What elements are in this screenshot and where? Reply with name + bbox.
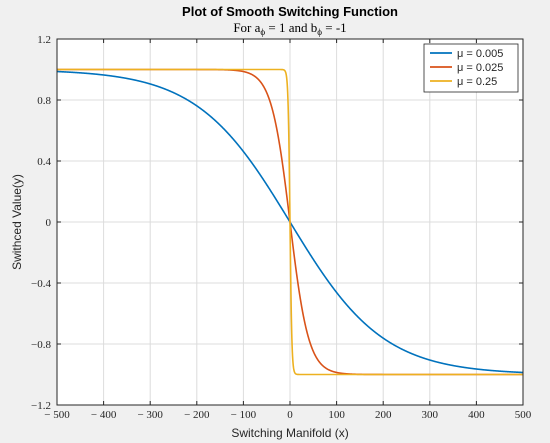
y-tick-label: −0.4	[31, 278, 51, 290]
y-tick-label: 0	[46, 217, 52, 229]
x-tick-label: − 100	[231, 409, 257, 421]
subtitle-suffix: = -1	[322, 20, 347, 35]
series-line-2	[56, 68, 524, 376]
legend-label: μ = 0.025	[457, 62, 503, 74]
y-tick-label: 0.8	[37, 95, 51, 107]
x-tick-label: − 400	[91, 409, 117, 421]
chart-title: Plot of Smooth Switching Function	[182, 4, 398, 19]
y-tick-label: 0.4	[37, 156, 51, 168]
ticks	[56, 38, 524, 406]
subtitle-middle: = 1 and b	[265, 20, 317, 35]
y-axis-label: Swithced Value(y)	[10, 174, 24, 270]
legend-label: μ = 0.005	[457, 48, 503, 60]
chart-subtitle: For aϕ = 1 and bϕ = -1	[233, 20, 346, 37]
x-tick-label: 400	[468, 409, 485, 421]
x-tick-label: − 300	[137, 409, 163, 421]
y-tick-label: −0.8	[31, 339, 51, 351]
x-axis-label: Switching Manifold (x)	[231, 426, 348, 440]
tick-labels: − 500 − 400 − 300 − 200 − 100 0 100 200 300 400 50…	[31, 34, 532, 421]
y-tick-label: −1.2	[31, 400, 51, 412]
legend-label: μ = 0.25	[457, 76, 497, 88]
legend: μ = 0.005 μ = 0.025 μ = 0.25	[423, 43, 519, 93]
legend-box	[423, 43, 519, 93]
series-group	[56, 68, 524, 376]
subtitle-prefix: For a	[233, 20, 260, 35]
x-tick-label: 100	[328, 409, 345, 421]
x-tick-label: 0	[287, 409, 293, 421]
x-tick-label: − 500	[44, 409, 70, 421]
x-tick-label: 200	[375, 409, 392, 421]
subtitle-subscript-a: ϕ	[260, 27, 265, 37]
x-tick-label: 300	[422, 409, 439, 421]
subtitle-subscript-b: ϕ	[317, 27, 322, 37]
x-tick-label: − 200	[184, 409, 210, 421]
y-tick-label: 1.2	[37, 34, 51, 46]
x-tick-label: 500	[515, 409, 532, 421]
